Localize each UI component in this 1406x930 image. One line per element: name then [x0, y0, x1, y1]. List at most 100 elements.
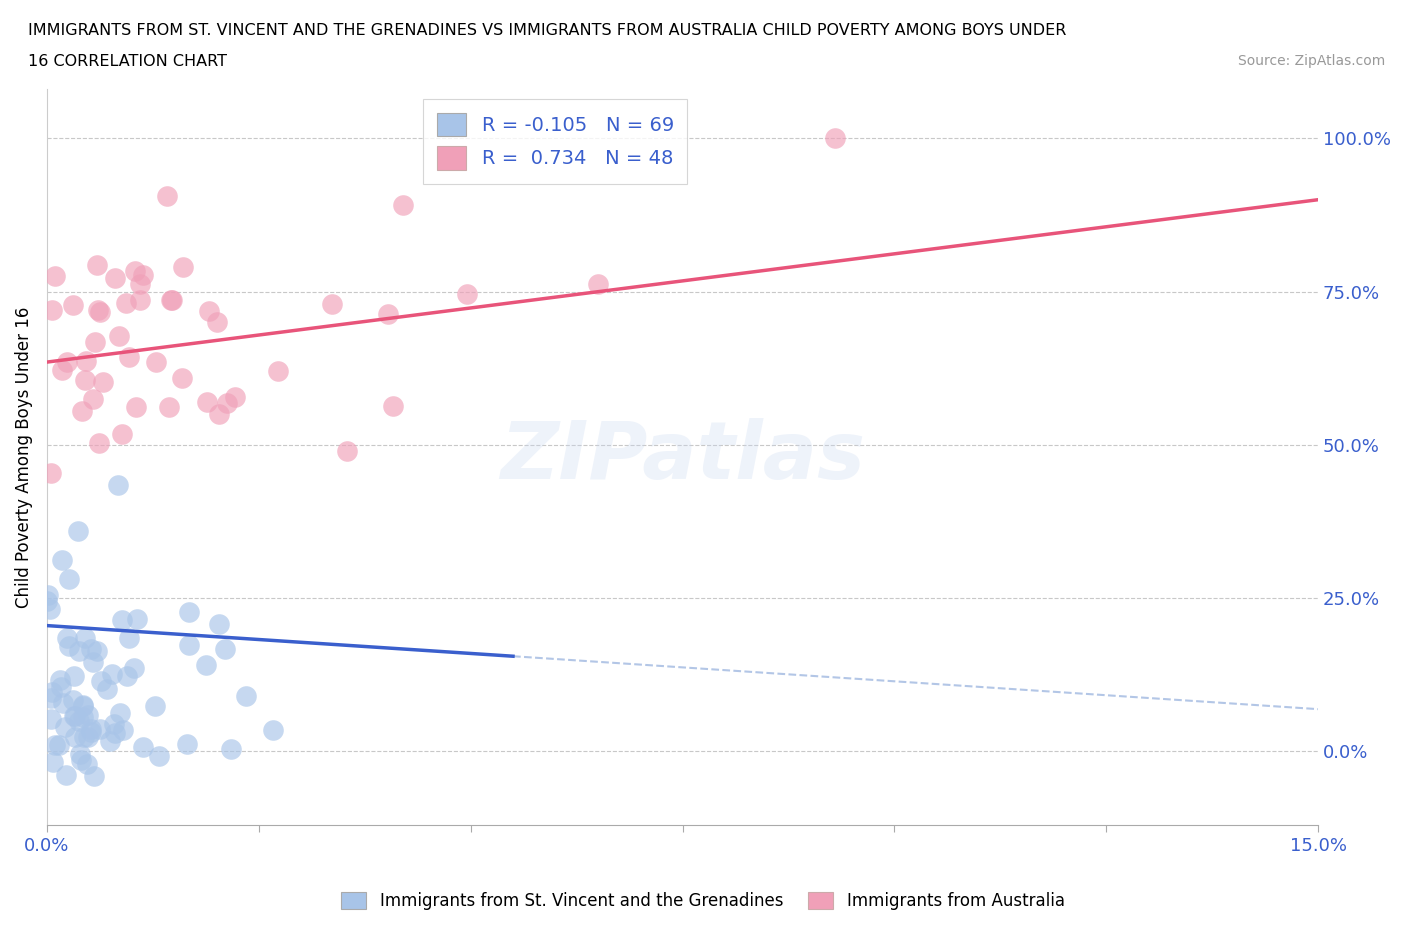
Point	[65, 709, 87, 724]
Point	[170, 371, 193, 386]
Point	[62, 298, 84, 312]
Point	[122, 661, 145, 676]
Point	[63, 669, 86, 684]
Point	[41, 712, 63, 727]
Point	[160, 292, 183, 307]
Point	[49, 672, 72, 687]
Point	[76, 757, 98, 772]
Point	[217, 396, 239, 411]
Point	[80, 642, 103, 657]
Point	[87, 302, 110, 317]
Point	[67, 644, 90, 658]
Point	[58, 638, 80, 653]
Point	[70, 752, 93, 767]
Text: IMMIGRANTS FROM ST. VINCENT AND THE GRENADINES VS IMMIGRANTS FROM AUSTRALIA CHIL: IMMIGRANTS FROM ST. VINCENT AND THE GREN…	[28, 23, 1067, 38]
Point	[124, 263, 146, 278]
Point	[83, 335, 105, 350]
Point	[824, 131, 846, 146]
Point	[51, 552, 73, 567]
Point	[86, 258, 108, 272]
Point	[91, 374, 114, 389]
Point	[129, 276, 152, 291]
Point	[108, 328, 131, 343]
Point	[83, 768, 105, 783]
Point	[118, 350, 141, 365]
Point	[381, 398, 404, 413]
Point	[179, 604, 201, 619]
Point	[41, 684, 63, 699]
Point	[82, 655, 104, 670]
Point	[41, 302, 63, 317]
Point	[267, 364, 290, 379]
Point	[39, 691, 62, 706]
Point	[82, 392, 104, 406]
Point	[56, 631, 79, 645]
Point	[80, 722, 103, 737]
Point	[75, 373, 97, 388]
Point	[129, 293, 152, 308]
Point	[89, 435, 111, 450]
Text: 16 CORRELATION CHART: 16 CORRELATION CHART	[28, 54, 228, 69]
Point	[160, 293, 183, 308]
Y-axis label: Child Poverty Among Boys Under 16: Child Poverty Among Boys Under 16	[15, 306, 32, 608]
Point	[132, 267, 155, 282]
Point	[72, 404, 94, 418]
Point	[172, 259, 194, 274]
Point	[77, 730, 100, 745]
Point	[72, 698, 94, 713]
Point	[262, 723, 284, 737]
Text: Source: ZipAtlas.com: Source: ZipAtlas.com	[1237, 54, 1385, 68]
Point	[103, 717, 125, 732]
Point	[73, 730, 96, 745]
Point	[124, 400, 146, 415]
Point	[67, 524, 90, 538]
Point	[69, 714, 91, 729]
Point	[391, 197, 413, 212]
Point	[194, 658, 217, 672]
Point	[90, 673, 112, 688]
Point	[197, 303, 219, 318]
Point	[377, 307, 399, 322]
Point	[77, 708, 100, 723]
Point	[86, 644, 108, 658]
Point	[336, 444, 359, 458]
Point	[235, 688, 257, 703]
Legend: R = -0.105   N = 69, R =  0.734   N = 48: R = -0.105 N = 69, R = 0.734 N = 48	[423, 100, 688, 183]
Point	[44, 269, 66, 284]
Point	[179, 638, 201, 653]
Point	[145, 354, 167, 369]
Point	[52, 696, 75, 711]
Point	[39, 602, 62, 617]
Point	[62, 692, 84, 707]
Point	[101, 667, 124, 682]
Point	[208, 617, 231, 631]
Point	[143, 698, 166, 713]
Point	[205, 314, 228, 329]
Point	[48, 737, 70, 752]
Point	[56, 354, 79, 369]
Point	[55, 767, 77, 782]
Point	[321, 296, 343, 311]
Point	[44, 737, 66, 752]
Point	[89, 722, 111, 737]
Point	[132, 739, 155, 754]
Point	[35, 593, 58, 608]
Point	[157, 400, 180, 415]
Point	[195, 394, 218, 409]
Point	[100, 733, 122, 748]
Point	[176, 737, 198, 751]
Point	[115, 296, 138, 311]
Point	[89, 304, 111, 319]
Point	[118, 631, 141, 645]
Legend: Immigrants from St. Vincent and the Grenadines, Immigrants from Australia: Immigrants from St. Vincent and the Gren…	[335, 885, 1071, 917]
Point	[75, 354, 97, 369]
Point	[75, 631, 97, 646]
Point	[72, 710, 94, 724]
Point	[148, 749, 170, 764]
Point	[72, 698, 94, 713]
Point	[456, 287, 478, 302]
Point	[55, 720, 77, 735]
Point	[96, 682, 118, 697]
Point	[80, 725, 103, 740]
Point	[156, 189, 179, 204]
